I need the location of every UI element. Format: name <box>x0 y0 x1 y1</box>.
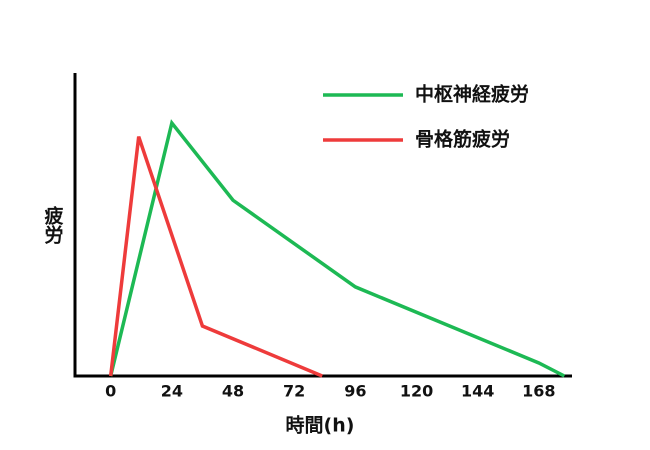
x-tick-label: 96 <box>344 382 366 401</box>
x-axis-title: 時間(h) <box>286 415 355 437</box>
y-axis-title: 疲労 <box>42 205 64 244</box>
legend-label: 骨格筋疲労 <box>415 128 510 151</box>
x-tick-label: 0 <box>105 382 116 401</box>
data-line <box>108 119 566 378</box>
x-tick-label: 168 <box>522 382 555 401</box>
data-line <box>108 136 323 378</box>
x-tick-label: 144 <box>461 382 494 401</box>
x-tick-label: 120 <box>400 382 433 401</box>
x-tick-label: 48 <box>222 382 244 401</box>
x-tick-label: 24 <box>161 382 183 401</box>
legend-label: 中枢神経疲労 <box>415 83 529 106</box>
x-tick-label: 72 <box>283 382 305 401</box>
